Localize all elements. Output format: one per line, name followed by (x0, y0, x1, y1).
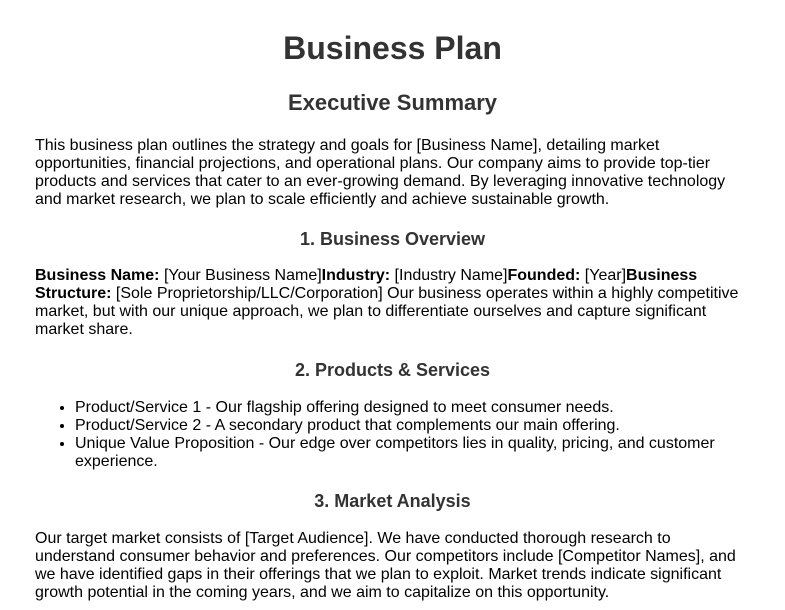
business-overview-heading: 1. Business Overview (299, 229, 486, 249)
market-analysis-heading: 3. Market Analysis (314, 491, 471, 511)
business-overview-body: Our business operates within a highly co… (35, 285, 739, 338)
business-name-value: [Your Business Name] (159, 267, 322, 284)
founded-label: Founded: (507, 267, 581, 284)
list-item: Product/Service 2 - A secondary product … (75, 417, 750, 435)
industry-label: Industry: (321, 267, 391, 284)
business-name-label: Business Name: (35, 267, 160, 284)
business-structure-value: [Sole Proprietorship/LLC/Corporation] (111, 285, 383, 302)
business-structure-label: Business Structure: (35, 267, 698, 302)
industry-value: [Industry Name] (390, 267, 508, 284)
founded-value: [Year] (580, 267, 627, 284)
products-services-list: Product/Service 1 - Our flagship offerin… (35, 399, 750, 471)
business-overview-text: Business Name: [Your Business Name]Indus… (35, 267, 750, 339)
executive-summary-text: This business plan outlines the strategy… (35, 137, 726, 208)
executive-summary-heading: Executive Summary (287, 90, 498, 115)
list-item: Unique Value Proposition - Our edge over… (75, 435, 750, 471)
market-analysis-text: Our target market consists of [Target Au… (35, 530, 736, 601)
products-services-heading: 2. Products & Services (294, 360, 491, 380)
page-title: Business Plan (283, 30, 502, 66)
list-item: Product/Service 1 - Our flagship offerin… (75, 399, 750, 417)
